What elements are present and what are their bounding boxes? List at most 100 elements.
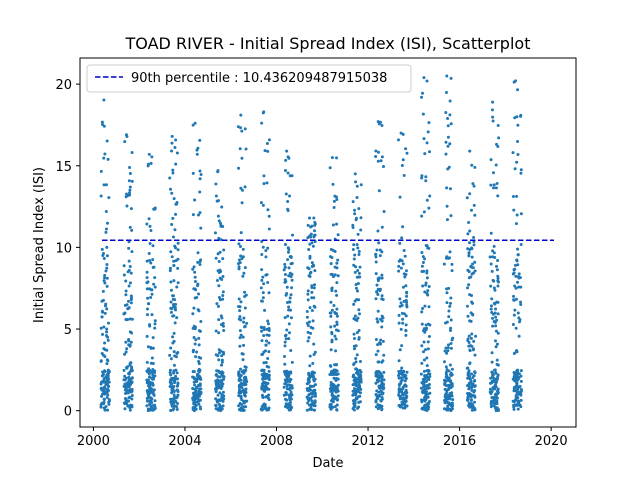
data-point — [424, 323, 428, 327]
data-point — [512, 298, 516, 302]
data-point — [104, 302, 108, 306]
data-point — [123, 374, 127, 378]
data-point — [104, 210, 108, 213]
data-point — [330, 340, 334, 344]
data-point — [216, 369, 220, 373]
data-point — [310, 399, 314, 403]
data-point — [199, 226, 203, 230]
data-point — [216, 408, 220, 412]
data-point — [215, 302, 219, 306]
axes: 2000 2004 2008 2012 2016 2020 0 5 10 15 20 — [55, 57, 577, 449]
data-point — [220, 360, 224, 364]
data-point — [495, 342, 499, 346]
data-point — [283, 316, 287, 320]
data-point — [126, 270, 130, 274]
data-point — [145, 276, 149, 280]
data-point — [122, 401, 126, 405]
data-point — [264, 375, 268, 379]
data-point — [376, 349, 380, 353]
data-point — [496, 363, 500, 367]
data-point — [448, 99, 452, 103]
data-point — [193, 383, 197, 387]
data-point — [217, 318, 221, 322]
data-point — [421, 391, 425, 395]
data-point — [283, 371, 287, 375]
data-point — [472, 339, 476, 343]
data-point — [334, 328, 338, 332]
data-point — [145, 270, 149, 274]
data-point — [313, 269, 317, 273]
data-point — [305, 388, 309, 392]
data-point — [329, 262, 333, 266]
data-point — [425, 79, 429, 83]
data-point — [516, 247, 520, 251]
data-point — [173, 146, 177, 150]
data-point — [170, 223, 174, 227]
data-point — [222, 329, 226, 333]
data-point — [267, 227, 271, 231]
data-point — [330, 272, 334, 276]
data-point — [220, 358, 224, 362]
data-point — [171, 408, 175, 412]
data-point — [494, 339, 498, 343]
data-point — [401, 406, 405, 410]
data-point — [422, 369, 426, 373]
data-point — [421, 407, 425, 411]
data-point — [107, 370, 111, 374]
data-point — [260, 384, 264, 388]
data-point — [193, 280, 197, 284]
data-point — [312, 216, 316, 220]
data-point — [288, 296, 292, 300]
data-point — [172, 197, 176, 201]
data-point — [308, 306, 312, 310]
data-point — [516, 311, 520, 315]
data-point — [105, 327, 109, 331]
data-point — [516, 152, 520, 156]
data-point — [402, 369, 406, 373]
data-point — [518, 318, 522, 322]
data-point — [198, 190, 202, 194]
data-point — [192, 265, 196, 269]
data-point — [515, 194, 519, 198]
data-point — [313, 283, 317, 287]
data-point — [447, 309, 451, 313]
x-axis-label: Date — [312, 456, 343, 471]
data-point — [490, 396, 494, 400]
data-point — [239, 407, 243, 411]
data-point — [287, 156, 291, 160]
data-point — [465, 196, 469, 200]
data-point — [150, 313, 154, 317]
data-point — [469, 275, 473, 279]
data-point — [443, 401, 447, 405]
data-point — [289, 349, 293, 353]
data-point — [450, 262, 454, 266]
data-point — [519, 285, 523, 289]
data-point — [290, 286, 294, 290]
data-point — [515, 386, 519, 390]
data-point — [127, 284, 131, 288]
data-point — [194, 355, 198, 359]
data-point — [263, 308, 267, 312]
data-point — [267, 350, 271, 354]
data-point — [377, 376, 381, 380]
data-point — [307, 336, 311, 340]
data-point — [397, 382, 401, 386]
data-point — [306, 397, 310, 401]
data-point — [497, 136, 501, 140]
data-point — [146, 392, 150, 396]
data-point — [262, 110, 266, 114]
data-point — [286, 207, 290, 211]
data-point — [147, 217, 151, 221]
data-point — [261, 275, 265, 279]
data-point — [355, 196, 359, 200]
data-point — [126, 381, 130, 385]
data-point — [489, 376, 493, 380]
data-point — [467, 283, 471, 287]
data-point — [352, 408, 356, 412]
data-point — [330, 289, 334, 293]
data-point — [397, 269, 401, 273]
data-point — [492, 286, 496, 290]
data-point — [262, 334, 266, 338]
data-point — [513, 263, 517, 267]
data-point — [289, 255, 293, 259]
